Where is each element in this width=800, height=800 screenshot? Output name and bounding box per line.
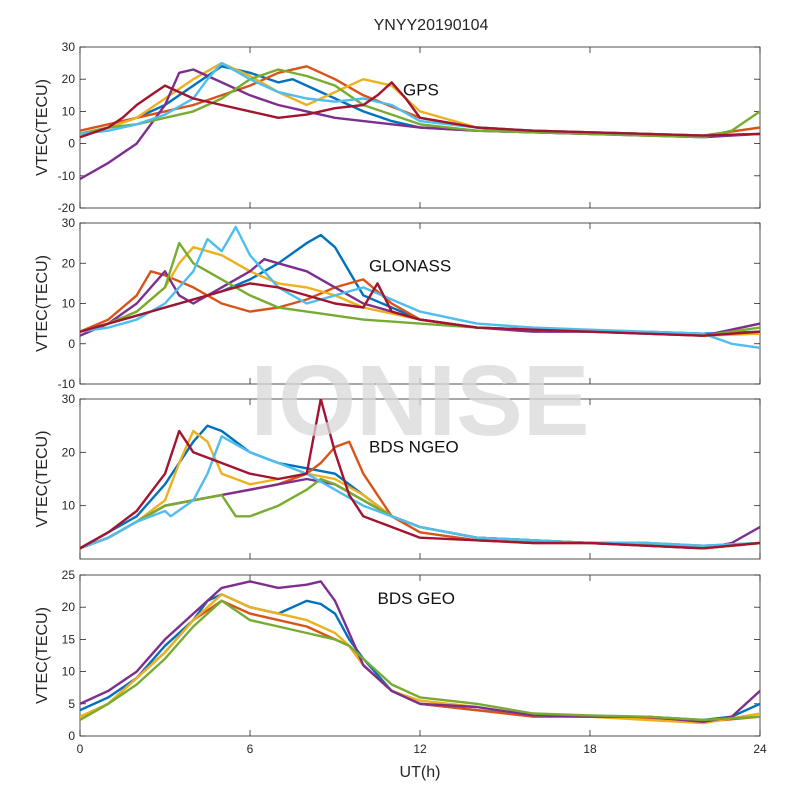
panel-annotation: BDS GEO: [378, 589, 455, 608]
panel-glonass: -10 0 10 20 30 VTEC(TECU) GLONASS: [34, 216, 761, 391]
x-tick-label: 0: [77, 742, 84, 756]
panel-bds-geo: 0 5 10 15 20 25 0 6 12 18 24 VTEC(TECU) BDS GEO: [34, 568, 767, 756]
panel-gps: -20 -10 0 10 20 30 VTEC(TECU) GPS: [34, 40, 761, 215]
y-axis-label: VTEC(TECU): [34, 431, 51, 528]
y-axis-label: VTEC(TECU): [34, 607, 51, 704]
y-tick-label: 20: [62, 600, 76, 614]
y-tick-label: 30: [62, 40, 76, 54]
series-line: [80, 81, 760, 139]
series-line: [80, 225, 760, 349]
panels: -20 -10 0 10 20 30 VTEC(TECU) GPS -10 0 10 20 30 VTEC…: [34, 40, 767, 756]
x-axis-label: UT(h): [400, 764, 441, 781]
y-tick-label: -20: [58, 201, 76, 215]
y-axis-label: VTEC(TECU): [34, 79, 51, 176]
y-tick-label: 20: [62, 256, 76, 270]
y-tick-label: 20: [62, 72, 76, 86]
series-group: [80, 580, 760, 725]
y-tick-label: 10: [62, 104, 76, 118]
panel-annotation: BDS NGEO: [369, 437, 459, 456]
y-tick-label: 0: [68, 337, 75, 351]
x-tick-label: 6: [247, 742, 254, 756]
y-tick-label: 30: [62, 216, 76, 230]
series-line: [80, 399, 760, 550]
series-line: [80, 599, 760, 722]
plot-area-bds-geo: [79, 574, 761, 737]
panel-annotation: GLONASS: [369, 256, 451, 275]
series-line: [80, 282, 760, 337]
y-tick-label: 0: [68, 729, 75, 743]
x-tick-label: 24: [753, 742, 767, 756]
y-tick-label: 20: [62, 445, 76, 459]
y-tick-label: 25: [62, 568, 76, 582]
y-tick-label: 10: [62, 499, 76, 513]
panel-bds-ngeo: 10 20 30 VTEC(TECU) BDS NGEO: [34, 392, 761, 560]
series-group: [80, 225, 760, 349]
y-tick-label: -10: [58, 169, 76, 183]
series-line: [80, 68, 760, 139]
y-tick-label: 0: [68, 137, 75, 151]
x-tick-label: 18: [583, 742, 597, 756]
y-tick-label: -10: [58, 377, 76, 391]
x-tick-label: 12: [413, 742, 427, 756]
y-tick-label: 30: [62, 392, 76, 406]
y-tick-label: 10: [62, 665, 76, 679]
y-tick-label: 15: [62, 632, 76, 646]
panel-annotation: GPS: [403, 80, 439, 99]
series-group: [80, 399, 760, 550]
y-axis-label: VTEC(TECU): [34, 255, 51, 352]
y-tick-label: 5: [68, 697, 75, 711]
series-group: [80, 61, 760, 181]
figure-title: YNYY20190104: [374, 17, 489, 34]
watermark-text: IONISE: [251, 345, 590, 457]
y-tick-label: 10: [62, 297, 76, 311]
